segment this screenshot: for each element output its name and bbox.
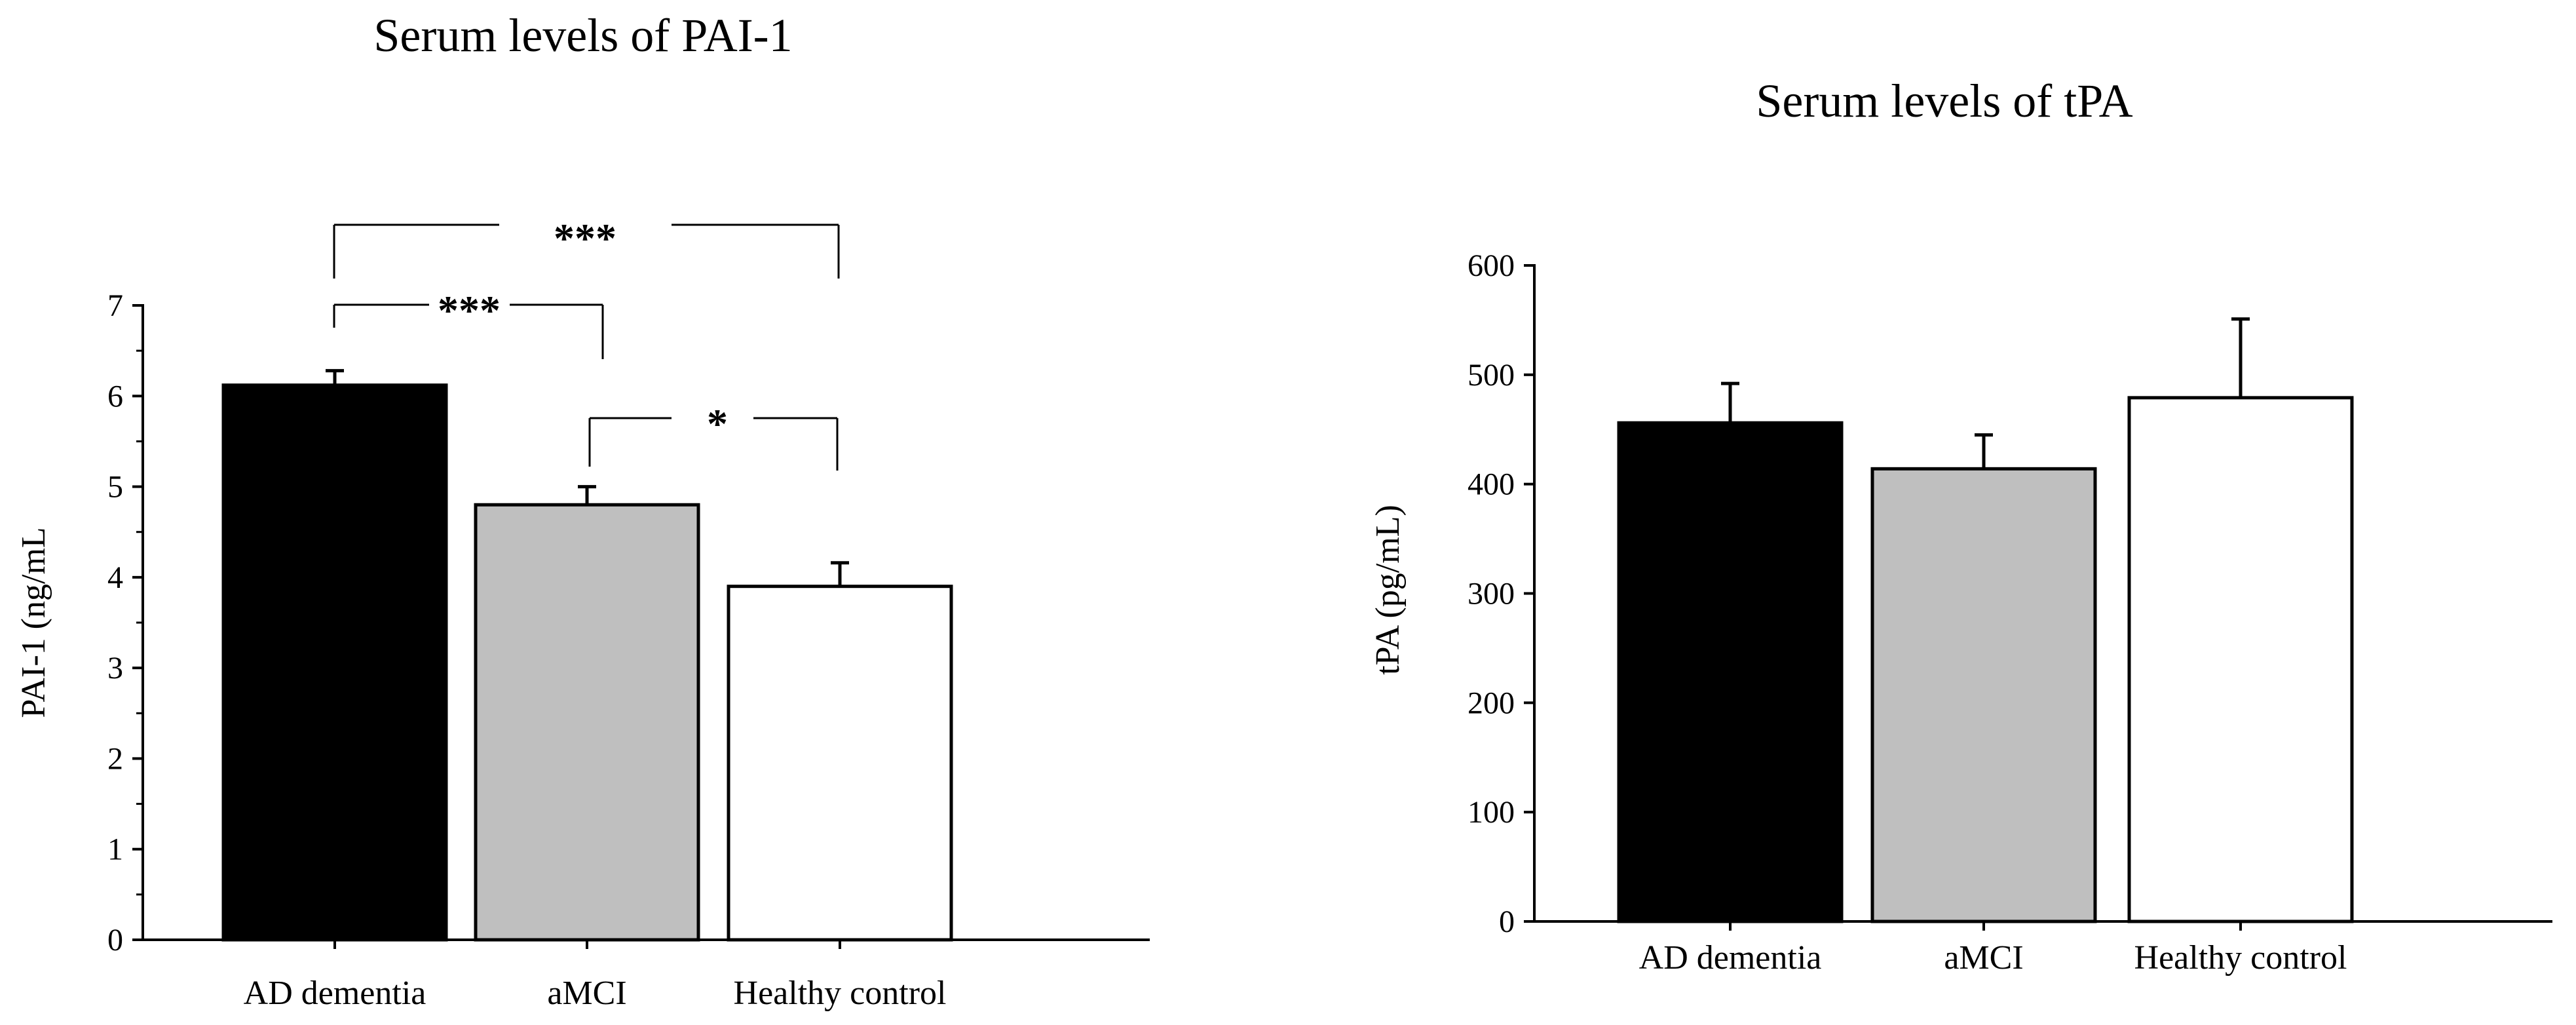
x-tick-label: AD dementia [1639, 939, 1822, 977]
bar-3 [2127, 396, 2354, 923]
y-tick-label: 0 [1499, 904, 1515, 939]
bar-1 [221, 383, 448, 942]
y-tick-label: 1 [107, 832, 123, 867]
y-tick-label: 300 [1468, 577, 1515, 611]
y-axis-label: PAI-1 (ng/mL [15, 527, 52, 718]
significance-label: *** [438, 287, 501, 334]
significance-label: * [707, 400, 728, 447]
x-tick-label: aMCI [1944, 939, 2023, 977]
significance-bracket-1: *** [333, 215, 840, 279]
bar-2 [474, 503, 700, 942]
x-tick-label: AD dementia [244, 975, 426, 1012]
x-tick-label: aMCI [547, 975, 626, 1012]
y-tick-label: 4 [107, 560, 123, 595]
y-tick-label: 3 [107, 651, 123, 686]
x-tick-label: Healthy control [2134, 939, 2347, 977]
y-tick-label: 600 [1468, 248, 1515, 283]
chart-title: Serum levels of PAI-1 [373, 9, 792, 62]
y-tick-label: 5 [107, 470, 123, 505]
y-tick-label: 0 [107, 923, 123, 957]
chart-2: Serum levels of tPA tPA (pg/mL) 0 100 200 300… [1369, 75, 2552, 977]
significance-bracket-2: *** [333, 287, 604, 359]
y-tick-label: 7 [107, 288, 123, 323]
y-tick-label: 100 [1468, 795, 1515, 830]
y-axis-label: tPA (pg/mL) [1369, 505, 1407, 675]
significance-bracket-3: * [588, 400, 839, 471]
y-tick-label: 2 [107, 741, 123, 776]
bar-2 [1870, 467, 2097, 923]
bar-1 [1617, 421, 1844, 923]
y-tick-label: 400 [1468, 467, 1515, 502]
y-tick-label: 500 [1468, 358, 1515, 393]
y-tick-label: 6 [107, 379, 123, 414]
bar-3 [727, 585, 953, 942]
significance-label: *** [554, 215, 616, 261]
chart-title: Serum levels of tPA [1756, 75, 2132, 127]
y-tick-label: 200 [1468, 686, 1515, 720]
x-tick-label: Healthy control [734, 975, 947, 1012]
chart-1: Serum levels of PAI-1 PAI-1 (ng/mL 0 1 2 3 4 5 6… [15, 9, 1150, 1012]
